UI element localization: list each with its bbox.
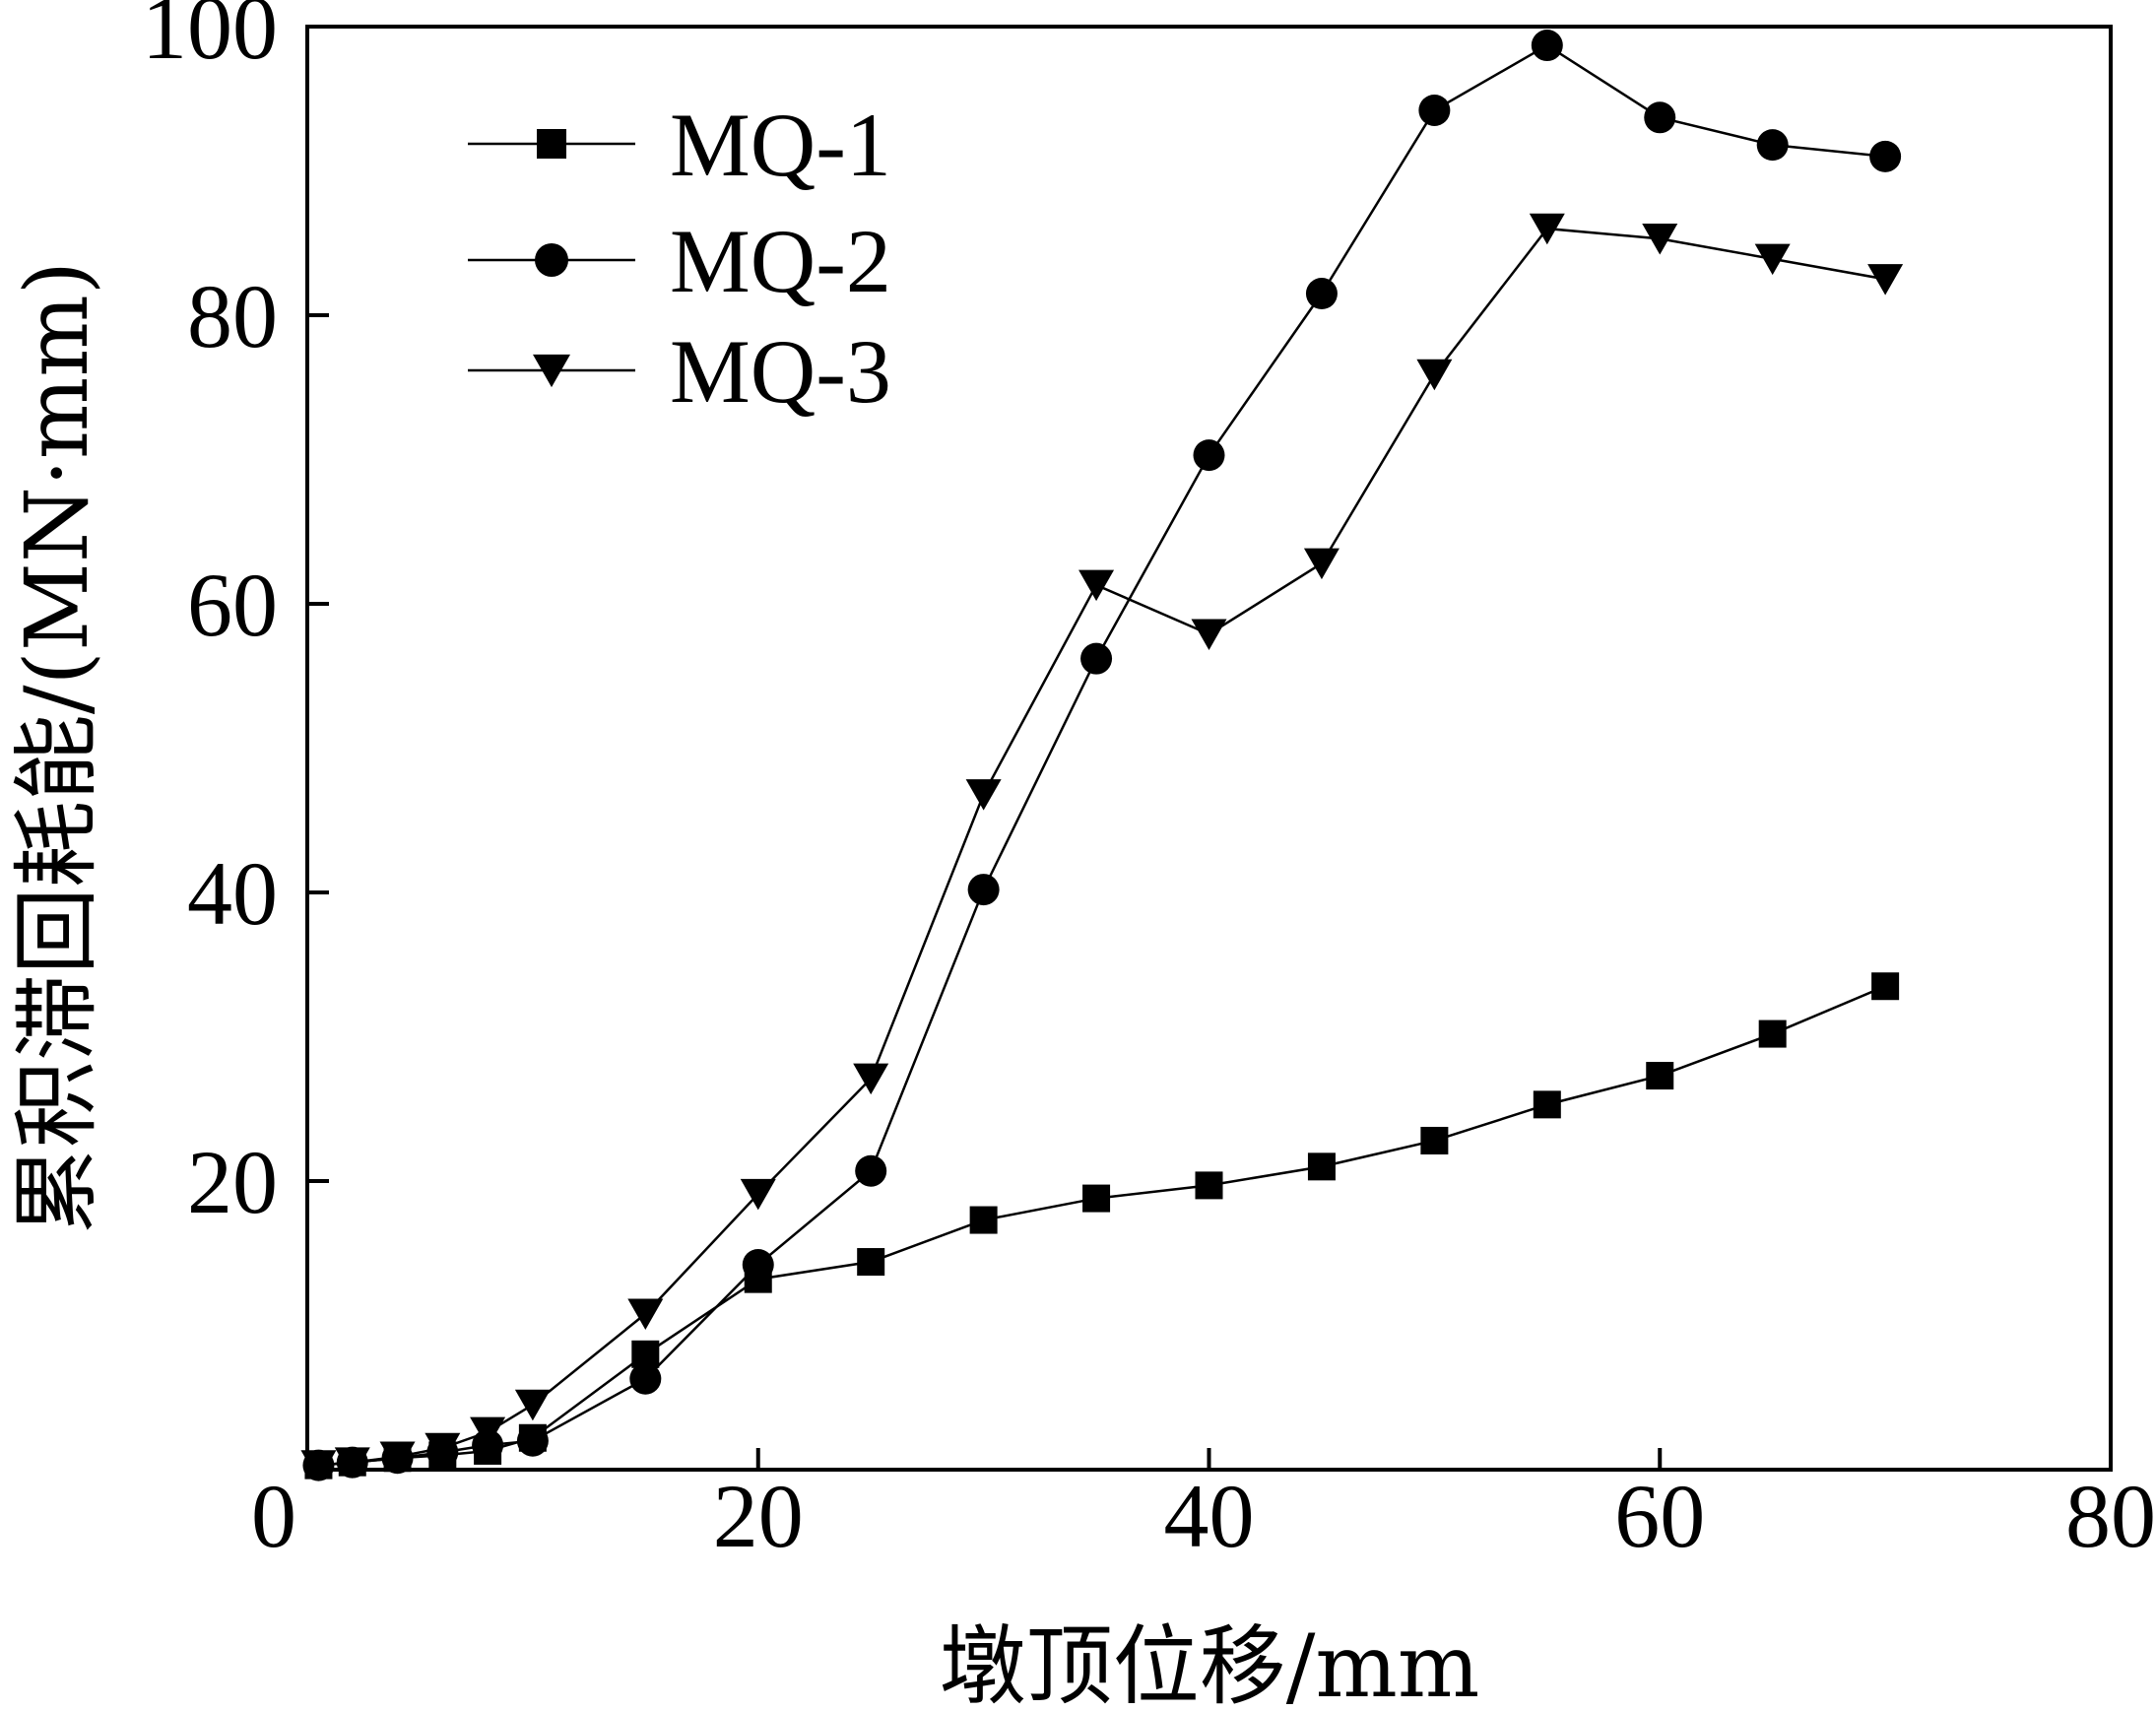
data-point-square — [857, 1248, 885, 1277]
y-tick-label: 100 — [142, 0, 278, 78]
data-point-triangle-down — [965, 779, 1002, 811]
x-tick-label: 80 — [2065, 1466, 2156, 1566]
data-point-square — [969, 1206, 998, 1234]
y-tick-label: 20 — [187, 1132, 278, 1232]
data-point-circle — [1531, 30, 1563, 62]
x-tick-label: 40 — [1164, 1466, 1255, 1566]
series-group — [300, 30, 1904, 1481]
data-point-circle — [967, 874, 1000, 906]
data-point-square — [1646, 1062, 1674, 1090]
y-tick-label: 40 — [187, 843, 278, 944]
data-point-triangle-down — [300, 1450, 337, 1481]
legend-marker-square — [537, 129, 566, 159]
data-point-square — [1307, 1152, 1336, 1181]
y-tick-label: 80 — [187, 266, 278, 366]
legend-label: MQ-1 — [670, 95, 891, 195]
x-tick-label: 0 — [251, 1466, 296, 1566]
legend: MQ-1 MQ-2MQ-3 — [468, 95, 891, 422]
data-point-triangle-down — [425, 1432, 461, 1465]
data-point-square — [1871, 972, 1900, 1001]
data-point-triangle-down — [1529, 213, 1565, 245]
data-point-triangle-down — [470, 1416, 506, 1449]
y-axis-title: 累积滞回耗能/(MN·mm) — [6, 261, 107, 1234]
data-point-triangle-down — [1642, 224, 1678, 255]
data-point-circle — [1080, 642, 1113, 675]
x-axis-title: 墩顶位移/mm — [940, 1615, 1480, 1711]
data-point-circle — [1193, 439, 1225, 472]
series-line — [318, 985, 1886, 1467]
legend-marker-triangle-down — [533, 354, 570, 388]
series-line — [318, 227, 1886, 1467]
data-point-circle — [1305, 278, 1338, 310]
data-point-triangle-down — [740, 1178, 776, 1211]
data-point-square — [1758, 1020, 1787, 1048]
data-point-circle — [742, 1248, 774, 1281]
axis-ticks — [307, 313, 1663, 1470]
data-point-circle — [855, 1154, 887, 1187]
data-point-triangle-down — [1191, 619, 1227, 650]
data-point-circle — [1418, 94, 1451, 126]
legend-label: MQ-2 — [670, 211, 891, 311]
data-point-triangle-down — [627, 1298, 664, 1330]
data-point-square — [1420, 1126, 1449, 1154]
x-tick-label: 60 — [1614, 1466, 1705, 1566]
data-point-triangle-down — [1754, 243, 1791, 276]
data-point-triangle-down — [1303, 548, 1339, 580]
data-point-square — [1082, 1184, 1111, 1213]
data-point-triangle-down — [379, 1441, 416, 1474]
axis-tick-labels: 0 20 40 60 80 20 40 60 80 100 — [142, 0, 2156, 1566]
data-point-triangle-down — [1416, 359, 1453, 391]
data-point-square — [1533, 1090, 1561, 1119]
data-point-triangle-down — [334, 1447, 370, 1479]
data-point-triangle-down — [1867, 264, 1904, 296]
series-MQ-1 — [304, 972, 1900, 1480]
x-tick-label: 20 — [713, 1466, 804, 1566]
legend-label: MQ-3 — [670, 321, 891, 422]
legend-marker-circle — [535, 243, 568, 277]
data-point-circle — [516, 1424, 549, 1457]
data-point-circle — [1756, 129, 1789, 162]
plot-frame — [305, 25, 2113, 1472]
data-point-square — [1195, 1171, 1223, 1200]
data-point-triangle-down — [514, 1389, 551, 1421]
data-point-circle — [629, 1362, 662, 1395]
y-tick-label: 60 — [187, 555, 278, 655]
data-point-triangle-down — [1078, 569, 1115, 602]
data-point-circle — [1869, 140, 1902, 172]
series-MQ-3 — [300, 213, 1904, 1481]
data-point-circle — [1644, 101, 1676, 134]
data-point-triangle-down — [853, 1063, 889, 1095]
